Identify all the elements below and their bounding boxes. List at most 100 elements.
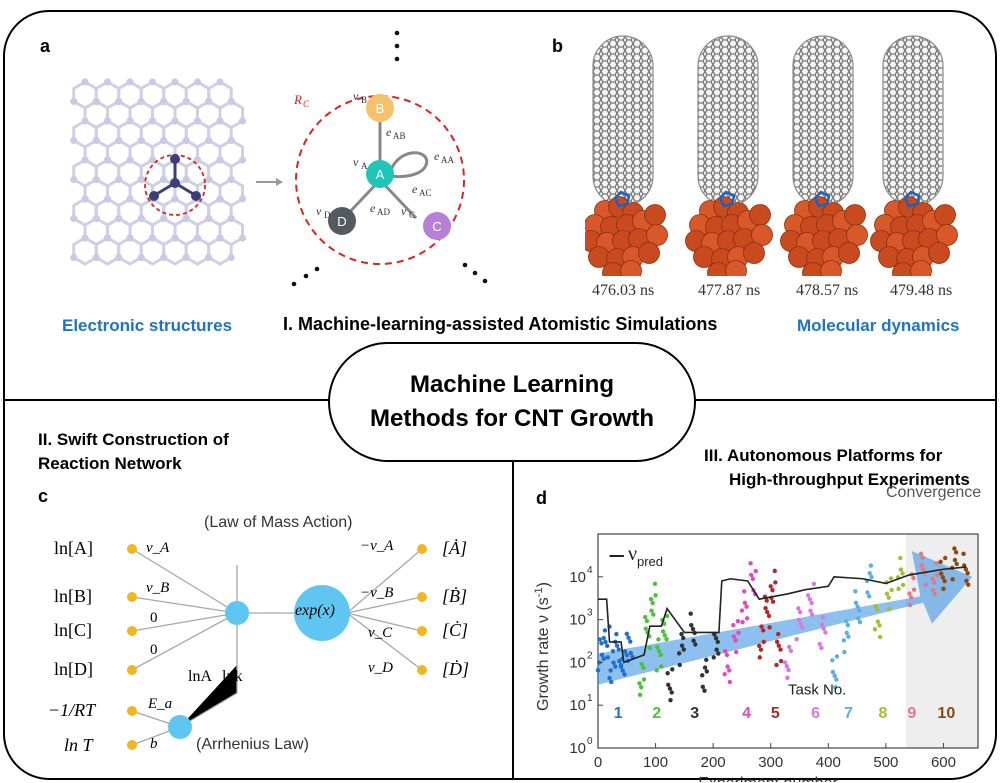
svg-text:AC: AC	[419, 188, 432, 198]
data-point	[842, 649, 847, 655]
data-point	[930, 576, 935, 581]
data-point	[934, 561, 939, 566]
data-point	[796, 617, 802, 623]
data-point	[713, 635, 719, 641]
data-point	[759, 624, 764, 629]
data-point	[941, 586, 946, 592]
out-weight-2: −v_B	[360, 585, 394, 601]
data-point	[942, 578, 947, 584]
x-tick-label: 500	[873, 754, 898, 771]
y-tick-label: 10	[569, 612, 586, 629]
task-number: 7	[844, 705, 853, 722]
data-point	[817, 641, 822, 647]
prediction-line	[598, 566, 967, 664]
data-point	[785, 675, 790, 681]
data-point	[873, 603, 878, 609]
data-point	[649, 608, 654, 613]
data-point	[676, 651, 682, 656]
data-point	[664, 636, 669, 642]
data-point	[601, 635, 606, 641]
data-point	[911, 575, 916, 581]
data-point	[648, 596, 654, 602]
data-point	[932, 591, 938, 597]
task-number: 9	[907, 705, 916, 722]
weight-Ea: E_a	[148, 696, 173, 712]
data-point	[786, 644, 792, 650]
data-point	[819, 622, 825, 627]
data-point	[654, 668, 659, 673]
data-point	[845, 622, 851, 628]
y-tick-exponent: 1	[587, 693, 593, 704]
svg-text:v: v	[353, 155, 359, 169]
x-axis-label: Experiment number	[698, 775, 838, 782]
data-point	[641, 677, 647, 682]
svg-text:C: C	[303, 99, 310, 109]
data-point	[761, 628, 766, 633]
data-point	[742, 589, 747, 594]
data-point	[735, 619, 741, 624]
nanotube-3	[780, 35, 868, 276]
data-point	[918, 551, 924, 557]
panel-a-letter: a	[40, 36, 51, 56]
x-tick-label: 300	[758, 754, 783, 771]
data-point	[952, 557, 958, 563]
data-point	[938, 559, 943, 565]
svg-text:B: B	[376, 101, 385, 116]
node-c	[423, 212, 451, 240]
legend-label: νpred	[628, 543, 663, 569]
input-lnC: ln[C]	[54, 620, 92, 640]
svg-text:R: R	[293, 92, 302, 107]
data-point	[693, 642, 698, 647]
data-point	[830, 658, 835, 663]
data-point	[744, 604, 749, 609]
data-point	[727, 668, 732, 673]
data-point	[601, 656, 606, 661]
data-point	[758, 647, 764, 652]
horizontal-divider	[5, 399, 331, 401]
data-point	[841, 638, 847, 643]
data-point	[614, 643, 620, 648]
data-point	[767, 625, 772, 630]
data-point	[660, 629, 666, 634]
y-axis-label: Growth rate ν (s-1)	[533, 582, 552, 711]
output-A: [Ȧ]	[442, 538, 468, 558]
section-2-title-line1: II. Swift Construction of	[38, 430, 229, 449]
data-point	[833, 685, 838, 690]
data-point	[688, 611, 693, 616]
data-point	[677, 662, 682, 668]
out-weight-3: v_C	[368, 625, 393, 641]
data-point	[920, 555, 925, 560]
data-point	[742, 600, 748, 606]
data-point	[753, 568, 758, 574]
panel-c-letter: c	[38, 486, 49, 506]
data-point	[607, 675, 612, 681]
node-d	[328, 207, 356, 235]
data-point	[644, 618, 650, 624]
nanotube-2	[685, 35, 773, 276]
svg-text:A: A	[361, 161, 368, 171]
atoms	[149, 154, 201, 201]
data-point	[805, 593, 811, 598]
input-lnA: ln[A]	[54, 538, 93, 558]
data-point	[656, 637, 661, 642]
data-point	[798, 621, 803, 626]
node-b	[366, 94, 394, 122]
data-point	[748, 572, 754, 578]
data-point	[669, 690, 674, 695]
data-point	[704, 669, 710, 674]
data-point	[821, 626, 826, 631]
data-point	[770, 599, 776, 604]
data-point	[614, 631, 619, 637]
section-3-title-line2: High-throughput Experiments	[729, 470, 970, 489]
data-point	[834, 677, 839, 682]
data-point	[778, 658, 784, 664]
data-point	[930, 588, 936, 593]
data-point	[938, 571, 944, 576]
data-point	[670, 667, 675, 672]
graphene-lattice	[70, 78, 247, 266]
data-point	[877, 623, 882, 628]
data-point	[628, 639, 633, 644]
task-no-label: Task No.	[788, 681, 846, 698]
section-3-title-line1: III. Autonomous Platforms for	[704, 446, 943, 465]
data-point	[639, 661, 644, 667]
